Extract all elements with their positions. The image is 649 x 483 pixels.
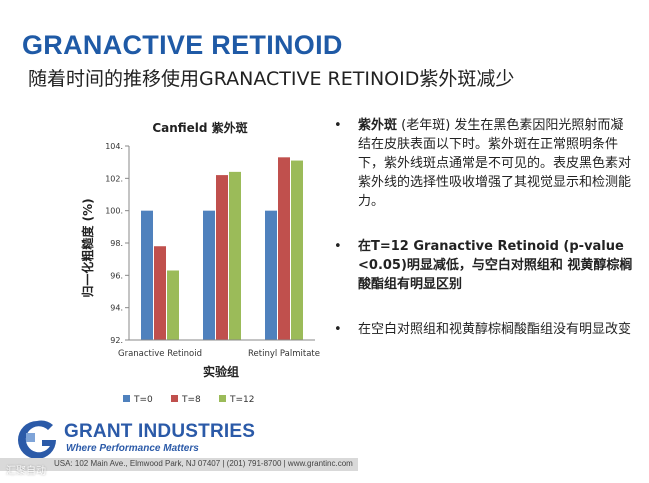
y-tick-label: 92.	[110, 336, 123, 345]
bar	[278, 157, 290, 340]
y-tick-label: 100.	[105, 207, 123, 216]
address-bar	[0, 458, 358, 471]
bar	[265, 210, 277, 340]
bullet-dot: •	[334, 322, 342, 337]
bullet-list: • 紫外斑 (老年斑) 发生在黑色素因阳光照射而凝结在皮肤表面以下时。紫外斑在正…	[334, 116, 634, 365]
bullet-item: • 紫外斑 (老年斑) 发生在黑色素因阳光照射而凝结在皮肤表面以下时。紫外斑在正…	[334, 116, 634, 211]
legend-swatch	[171, 395, 178, 402]
company-name: GRANT INDUSTRIES	[64, 421, 256, 442]
legend-label: T=0	[133, 395, 153, 405]
company-logo-icon	[18, 420, 56, 459]
bullet-dot: •	[334, 118, 342, 133]
bar	[167, 270, 179, 340]
company-tagline: Where Performance Matters	[66, 443, 199, 454]
y-tick-label: 94.	[110, 304, 123, 313]
bullet-text: (老年斑) 发生在黑色素因阳光照射而凝结在皮肤表面以下时。紫外斑在正常照明条件下…	[358, 118, 632, 209]
legend-swatch	[219, 395, 226, 402]
bar	[203, 210, 215, 340]
legend-label: T=12	[229, 395, 255, 405]
y-tick-label: 102.	[105, 174, 123, 183]
x-axis-label: 实验组	[203, 364, 239, 379]
watermark-text: 汇聚自动	[6, 466, 46, 477]
slide-title: GRANACTIVE RETINOID	[22, 30, 343, 60]
y-tick-label: 104.	[105, 142, 123, 151]
legend-label: T=8	[181, 395, 201, 405]
slide-subtitle: 随着时间的推移使用GRANACTIVE RETINOID紫外斑减少	[28, 68, 515, 90]
bar-chart: Canfield 紫外斑 归一化粗糙度 (%) 实验组 92. 94. 96. 98.…	[80, 120, 320, 405]
bullet-item: • 在T=12 Granactive Retinoid (p-value <0.…	[334, 237, 634, 294]
company-address: USA: 102 Main Ave., Elmwood Park, NJ 074…	[54, 459, 353, 468]
legend-swatch	[123, 395, 130, 402]
bar	[154, 246, 166, 340]
bar	[291, 160, 303, 340]
bar	[229, 171, 241, 340]
x-tick-label: Granactive Retinoid	[118, 349, 202, 359]
bullet-bold-text: 紫外斑	[358, 118, 398, 133]
bar	[216, 175, 228, 340]
y-axis-label: 归一化粗糙度 (%)	[80, 198, 95, 297]
bullet-text: 在空白对照组和视黄醇棕榈酸酯组没有明显改变	[358, 322, 632, 337]
bar	[141, 210, 153, 340]
x-tick-label: Retinyl Palmitate	[248, 349, 320, 359]
bullet-dot: •	[334, 239, 342, 254]
y-tick-label: 96.	[110, 271, 123, 280]
bullet-item: • 在空白对照组和视黄醇棕榈酸酯组没有明显改变	[334, 320, 634, 339]
chart-title: Canfield 紫外斑	[152, 120, 247, 135]
y-tick-label: 98.	[110, 239, 123, 248]
bullet-bold-text: 在T=12 Granactive Retinoid (p-value <0.05…	[358, 239, 633, 292]
